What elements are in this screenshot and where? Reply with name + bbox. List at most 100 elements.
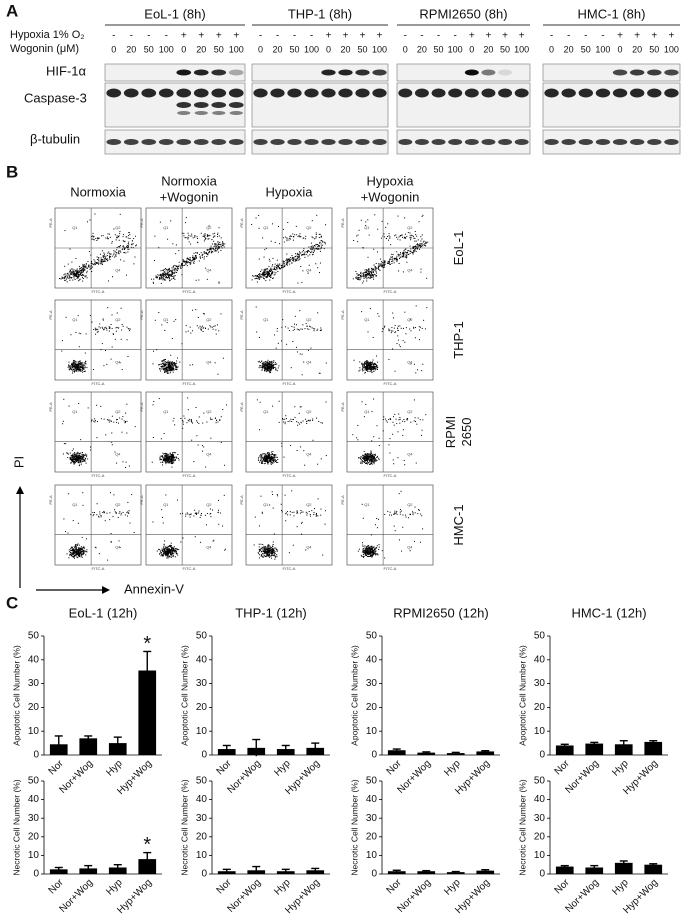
dot [374,270,375,271]
dot [75,462,76,463]
dot [367,273,368,274]
wogonin-dose: 0 [549,44,554,54]
dot [201,515,202,516]
dot [210,248,211,249]
dot [173,452,174,453]
dot [170,453,171,454]
dot [218,246,219,247]
dot [86,264,87,265]
quadrant-label: Q2 [115,317,121,322]
dot [215,247,216,248]
dot [312,419,313,420]
band [304,139,318,145]
dot [406,327,407,328]
dot [84,548,85,549]
dot [313,328,314,329]
dot [373,272,374,273]
dot [365,221,366,222]
dot [118,253,119,254]
dot [170,459,171,460]
plot-axis-label: PE-A [48,218,53,228]
dot [375,454,376,455]
dot [290,238,291,239]
dot [70,249,71,250]
band [498,139,512,145]
dot [218,248,219,249]
dot [163,366,164,367]
dot [376,263,377,264]
dot [120,250,121,251]
dot [382,331,383,332]
dot [272,454,273,455]
dot [361,459,362,460]
band [229,70,244,76]
dot [389,261,390,262]
dot [427,242,428,243]
dot [384,264,385,265]
band [498,70,512,76]
dot [174,363,175,364]
dot [273,368,274,369]
dot [370,365,371,366]
dot [203,446,204,447]
dot [116,422,117,423]
dot [83,547,84,548]
dot [259,361,260,362]
dot [203,331,204,332]
dot [186,331,187,332]
dot [268,457,269,458]
dot [405,252,406,253]
dot [217,247,218,248]
dot [71,272,72,273]
dot [370,362,371,363]
dot [76,364,77,365]
dot [176,551,177,552]
dot [414,241,415,242]
dot [162,279,163,280]
dot [275,367,276,368]
dot [359,457,360,458]
dot [166,557,167,558]
dot [397,335,398,336]
dot [368,462,369,463]
dot [155,275,156,276]
dot [128,249,129,250]
dot [207,239,208,240]
dot [211,252,212,253]
dot [91,261,92,262]
dot [62,340,63,341]
dot [167,371,168,372]
dot [209,251,210,252]
band [398,139,412,145]
dot [199,254,200,255]
dot [306,254,307,255]
dot [412,247,413,248]
dot [118,517,119,518]
dot [135,236,136,237]
hypoxia-sign: + [486,31,492,42]
plot-axis-label: FITC-A [92,289,105,294]
dot [285,415,286,416]
dot [315,237,316,238]
dot [167,274,168,275]
dot [262,369,263,370]
dot [374,366,375,367]
dot [259,462,260,463]
dot [169,368,170,369]
dot [264,257,265,258]
band [176,139,191,145]
dot [281,340,282,341]
dot [390,418,391,419]
dot [321,236,322,237]
dot [298,260,299,261]
dot [86,263,87,264]
dot [223,358,224,359]
dot [81,549,82,550]
quadrant-label: Q1 [72,502,78,507]
dot [396,343,397,344]
dot [159,459,160,460]
dot [79,453,80,454]
dot [83,457,84,458]
dot [178,268,179,269]
dot [192,260,193,261]
